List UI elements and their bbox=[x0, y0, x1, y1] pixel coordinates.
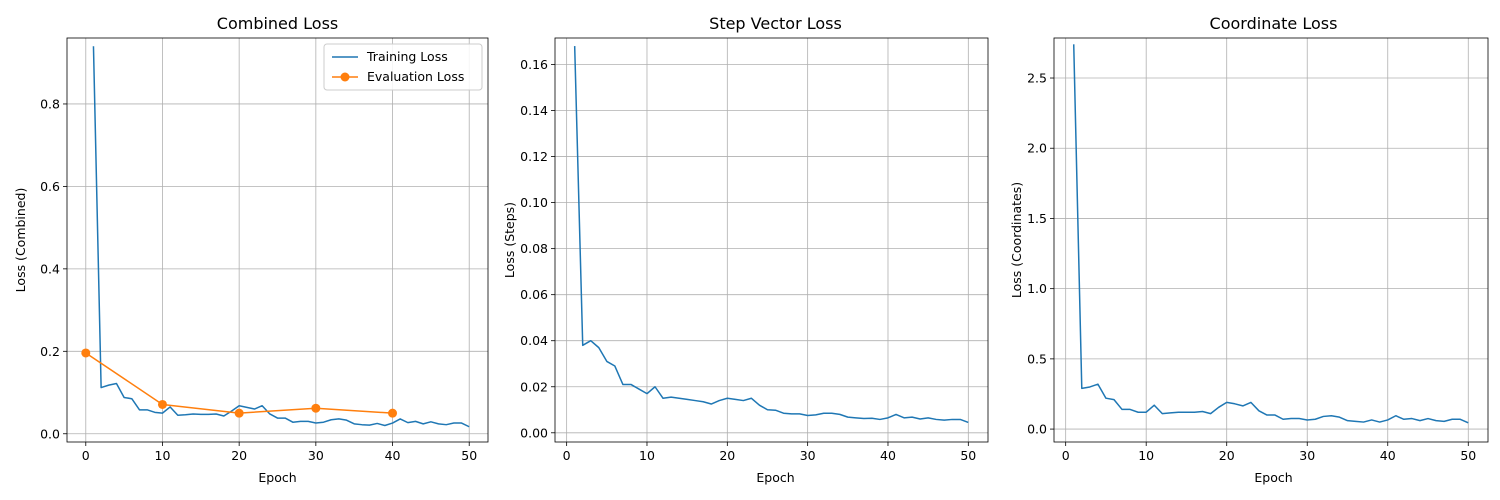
series-line-training-loss bbox=[92, 46, 470, 428]
y-tick-label: 0.2 bbox=[40, 344, 60, 359]
x-tick-label: 50 bbox=[960, 448, 976, 463]
x-tick-label: 0 bbox=[82, 448, 90, 463]
grid bbox=[67, 38, 488, 442]
legend-marker-evaluation bbox=[340, 72, 350, 82]
legend-box bbox=[323, 43, 483, 91]
y-tick-label: 0.02 bbox=[520, 379, 548, 394]
panel-step-vector-loss: Step Vector Loss Epoch Loss (Steps) 0 10 2… bbox=[502, 14, 989, 485]
grid bbox=[1054, 38, 1488, 442]
y-tick-label: 0.5 bbox=[1027, 351, 1047, 366]
x-tick-label: 30 bbox=[308, 448, 324, 463]
chart-title: Combined Loss bbox=[217, 14, 338, 33]
series-line-loss bbox=[573, 46, 969, 424]
y-tick-label: 0.06 bbox=[520, 287, 548, 302]
y-axis-label: Loss (Steps) bbox=[502, 202, 517, 278]
y-tick-label: 0.4 bbox=[40, 261, 60, 276]
y-tick-label: 0.04 bbox=[520, 333, 548, 348]
chart-title: Step Vector Loss bbox=[709, 14, 842, 33]
plot-area: 0 10 20 30 40 50 0.0 0.2 0.4 0.6 0.8 bbox=[40, 37, 489, 463]
x-tick-label: 20 bbox=[231, 448, 247, 463]
x-axis-label: Epoch bbox=[756, 470, 794, 485]
x-tick-label: 40 bbox=[880, 448, 896, 463]
y-tick-label: 2.0 bbox=[1027, 141, 1047, 156]
x-tick-label: 0 bbox=[563, 448, 571, 463]
x-tick-label: 0 bbox=[1062, 448, 1070, 463]
x-tick-label: 10 bbox=[155, 448, 171, 463]
y-tick-label: 0.08 bbox=[520, 241, 548, 256]
x-axis-label: Epoch bbox=[1254, 470, 1292, 485]
y-tick-label: 0.0 bbox=[40, 426, 60, 441]
data-point bbox=[311, 403, 321, 413]
x-tick-label: 30 bbox=[800, 448, 816, 463]
data-point bbox=[234, 408, 244, 418]
plot-area: 0 10 20 30 40 50 0.0 0.5 1.0 1.5 2.0 2.5 bbox=[1027, 37, 1489, 463]
y-tick-label: 0.16 bbox=[520, 57, 548, 72]
legend-label-training: Training Loss bbox=[366, 49, 448, 64]
y-tick-label: 0.12 bbox=[520, 149, 548, 164]
x-tick-label: 50 bbox=[461, 448, 477, 463]
data-point bbox=[388, 408, 398, 418]
x-tick-label: 40 bbox=[1380, 448, 1396, 463]
plot-area: 0 10 20 30 40 50 0.00 0.02 0.04 0.06 0.08 0.10 0.12 0… bbox=[520, 37, 989, 463]
y-tick-label: 0.8 bbox=[40, 96, 60, 111]
axes-frame bbox=[554, 37, 989, 443]
y-tick-label: 0.00 bbox=[520, 425, 548, 440]
grid bbox=[555, 38, 988, 442]
y-tick-label: 0.6 bbox=[40, 179, 60, 194]
y-tick-label: 0.14 bbox=[520, 103, 548, 118]
y-tick-label: 1.5 bbox=[1027, 211, 1047, 226]
y-tick-label: 0.0 bbox=[1027, 422, 1047, 437]
axes-frame bbox=[66, 37, 489, 443]
y-tick-label: 0.10 bbox=[520, 195, 548, 210]
y-tick-label: 1.0 bbox=[1027, 281, 1047, 296]
series-line-loss bbox=[1072, 44, 1469, 424]
y-axis-label: Loss (Combined) bbox=[13, 188, 28, 293]
chart-title: Coordinate Loss bbox=[1210, 14, 1338, 33]
axes-frame bbox=[1053, 37, 1489, 443]
panel-combined-loss: Combined Loss Epoch Loss (Combined) 0 10 2… bbox=[13, 14, 489, 485]
y-tick-label: 2.5 bbox=[1027, 71, 1047, 86]
x-tick-label: 20 bbox=[719, 448, 735, 463]
x-axis-label: Epoch bbox=[258, 470, 296, 485]
legend: Training Loss Evaluation Loss bbox=[323, 43, 483, 91]
x-tick-label: 10 bbox=[1138, 448, 1154, 463]
data-point bbox=[157, 399, 167, 409]
panel-coordinate-loss: Coordinate Loss Epoch Loss (Coordinates)… bbox=[1009, 14, 1489, 485]
x-tick-label: 30 bbox=[1299, 448, 1315, 463]
y-axis-label: Loss (Coordinates) bbox=[1009, 182, 1024, 298]
x-tick-label: 10 bbox=[639, 448, 655, 463]
x-tick-label: 40 bbox=[385, 448, 401, 463]
x-tick-label: 20 bbox=[1219, 448, 1235, 463]
x-tick-label: 50 bbox=[1460, 448, 1476, 463]
legend-label-evaluation: Evaluation Loss bbox=[367, 69, 464, 84]
data-point bbox=[81, 348, 91, 358]
